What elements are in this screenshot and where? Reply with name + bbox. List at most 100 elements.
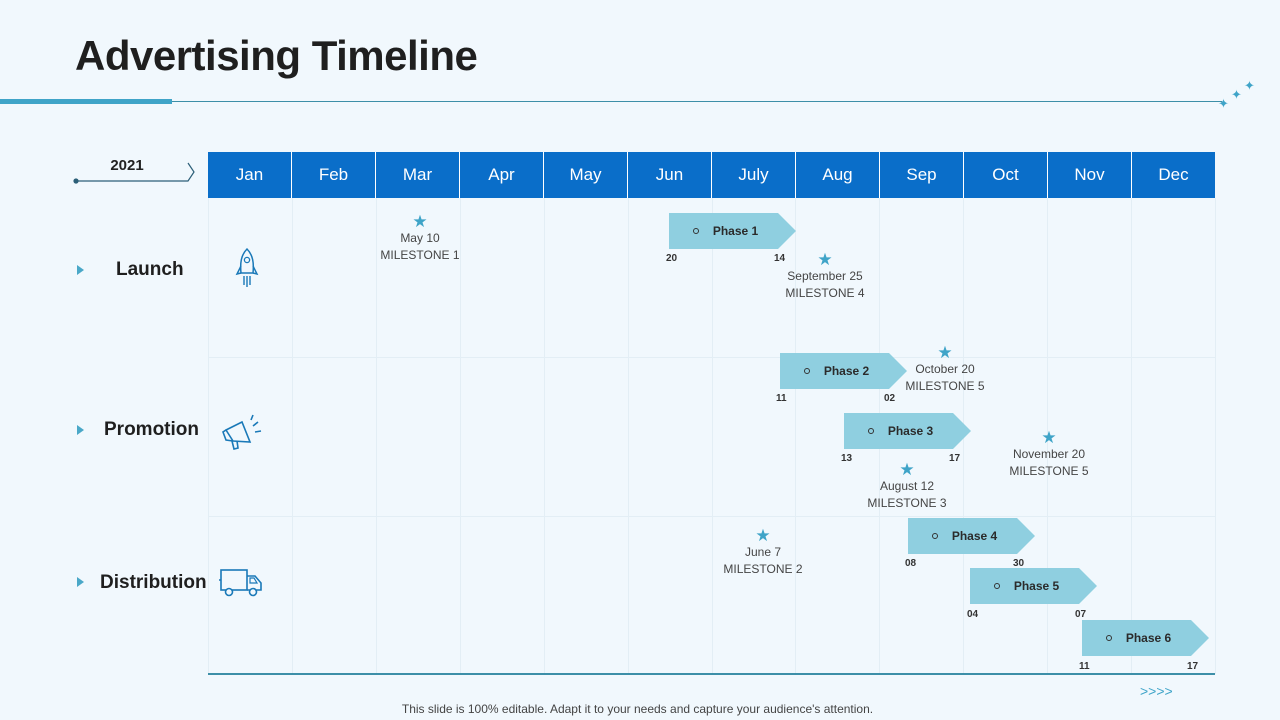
milestone-date: November 20 <box>1012 447 1086 461</box>
milestone-2: ★ June 7 MILESTONE 2 <box>708 527 818 578</box>
month-sep: Sep <box>879 152 963 198</box>
star-icon: ★ <box>899 460 915 479</box>
phase-5-end: 07 <box>1075 609 1087 620</box>
star-icon: ★ <box>1041 428 1057 447</box>
grid-column-line <box>208 198 209 674</box>
row-divider <box>208 357 1215 358</box>
milestone-label: MILESTONE 5 <box>1009 464 1089 478</box>
phase-6-end: 17 <box>1187 661 1199 672</box>
grid-column-line <box>1131 198 1132 674</box>
grid-column-line <box>1047 198 1048 674</box>
phase-label: Phase 3 <box>887 424 934 438</box>
phase-4-start: 08 <box>905 558 917 569</box>
milestone-5a: ★ October 20 MILESTONE 5 <box>890 344 1000 395</box>
months-header: Jan Feb Mar Apr May Jun July Aug Sep Oct… <box>208 152 1215 198</box>
phase-2-start: 11 <box>776 393 787 404</box>
month-may: May <box>543 152 627 198</box>
dot-icon <box>803 368 810 374</box>
phase-label: Phase 1 <box>712 224 759 238</box>
phase-4-end: 30 <box>1013 558 1025 569</box>
phase-1-bar: Phase 1 <box>669 213 796 249</box>
sparkle-icon: ✦ <box>1244 78 1255 93</box>
month-mar: Mar <box>375 152 459 198</box>
month-jan: Jan <box>235 165 264 184</box>
month-nov: Nov <box>1047 152 1131 198</box>
sparkle-icon: ✦ <box>1218 96 1229 111</box>
star-icon: ★ <box>937 343 953 362</box>
month-aug: Aug <box>795 152 879 198</box>
milestone-3: ★ August 12 MILESTONE 3 <box>852 461 962 512</box>
sparkle-icon: ✦ <box>1231 87 1242 102</box>
phase-label: Phase 6 <box>1125 631 1172 645</box>
milestone-5b: ★ November 20 MILESTONE 5 <box>994 429 1104 480</box>
month-dec: Dec <box>1131 152 1215 198</box>
phase-label: Phase 2 <box>823 364 870 378</box>
footer-note: This slide is 100% editable. Adapt it to… <box>401 702 874 716</box>
month-oct: Oct <box>963 152 1047 198</box>
grid-column-line <box>795 198 796 674</box>
year-tag: 2021 <box>72 152 200 186</box>
grid-column-line <box>544 198 545 674</box>
phase-3-bar: Phase 3 <box>844 413 971 449</box>
bullet-icon <box>77 577 84 587</box>
phase-2-bar: Phase 2 <box>780 353 907 389</box>
milestone-4: ★ September 25 MILESTONE 4 <box>770 251 880 302</box>
timeline-baseline <box>208 673 1215 675</box>
rocket-icon <box>235 247 259 287</box>
dot-icon <box>867 428 874 434</box>
milestone-label: MILESTONE 4 <box>785 286 865 300</box>
row-divider <box>208 516 1215 517</box>
milestone-date: October 20 <box>915 362 975 376</box>
grid-column-line <box>1215 198 1216 674</box>
category-distribution: Distribution <box>100 572 207 593</box>
phase-label: Phase 4 <box>951 529 998 543</box>
year-label: 2021 <box>110 157 144 174</box>
dot-icon <box>993 583 1000 589</box>
category-launch: Launch <box>116 259 184 280</box>
grid-column-line <box>460 198 461 674</box>
star-icon: ★ <box>412 212 428 231</box>
milestone-date: September 25 <box>787 269 863 283</box>
page-title: Advertising Timeline <box>75 32 478 79</box>
star-icon: ★ <box>755 526 771 545</box>
milestone-label: MILESTONE 5 <box>905 379 985 393</box>
month-jun: Jun <box>627 152 711 198</box>
phase-6-start: 11 <box>1079 661 1090 672</box>
milestone-date: June 7 <box>744 545 782 559</box>
star-icon: ★ <box>817 250 833 269</box>
year-bracket-icon <box>73 162 195 184</box>
phase-label: Phase 5 <box>1013 579 1060 593</box>
phase-4-bar: Phase 4 <box>908 518 1035 554</box>
grid-column-line <box>376 198 377 674</box>
dot-icon <box>692 228 699 234</box>
header-divider <box>0 101 1222 102</box>
month-apr: Apr <box>459 152 543 198</box>
chevrons-icon: >>>> <box>1140 683 1173 699</box>
dot-icon <box>1105 635 1112 641</box>
month-feb: Feb <box>291 152 375 198</box>
phase-2-end: 02 <box>884 393 896 404</box>
bullet-icon <box>77 425 84 435</box>
grid-column-line <box>712 198 713 674</box>
grid-column-line <box>628 198 629 674</box>
phase-6-bar: Phase 6 <box>1082 620 1209 656</box>
milestone-1: ★ May 10 MILESTONE 1 <box>370 213 470 264</box>
megaphone-icon <box>222 414 262 450</box>
phase-1-end: 14 <box>774 253 786 264</box>
milestone-label: MILESTONE 1 <box>380 248 460 262</box>
truck-icon <box>219 569 262 597</box>
milestone-label: MILESTONE 3 <box>867 496 947 510</box>
phase-3-end: 17 <box>949 453 961 464</box>
dot-icon <box>931 533 938 539</box>
header-accent-bar <box>0 99 172 104</box>
category-promotion: Promotion <box>104 419 199 440</box>
milestone-date: August 12 <box>879 479 935 493</box>
phase-3-start: 13 <box>841 453 853 464</box>
phase-5-bar: Phase 5 <box>970 568 1097 604</box>
grid-column-line <box>292 198 293 674</box>
phase-5-start: 04 <box>967 609 979 620</box>
bullet-icon <box>77 265 84 275</box>
milestone-date: May 10 <box>400 231 440 245</box>
milestone-label: MILESTONE 2 <box>723 562 803 576</box>
month-jul: July <box>711 152 795 198</box>
